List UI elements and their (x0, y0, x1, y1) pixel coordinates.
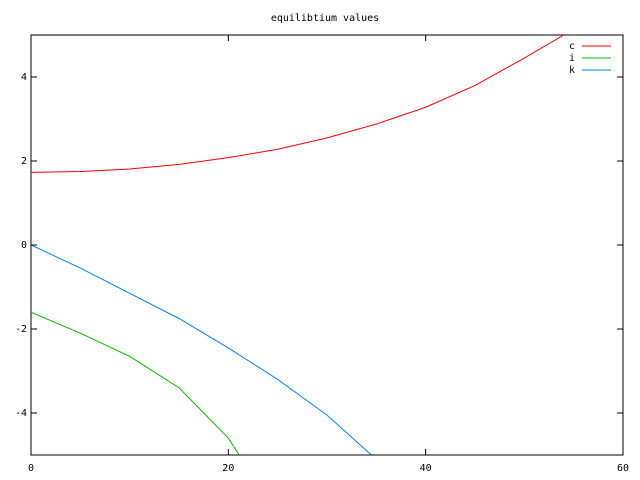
x-tick-label: 60 (617, 463, 629, 474)
chart-title: equilibtium values (271, 13, 379, 24)
plot-frame (30, 34, 624, 456)
y-tick-label: 2 (21, 156, 27, 167)
x-tick-label: 40 (420, 463, 432, 474)
legend-label: k (569, 65, 575, 76)
x-tick-label: 20 (222, 463, 234, 474)
y-tick-label: 4 (21, 72, 27, 83)
x-tick-label: 0 (28, 463, 34, 474)
legend-label: i (569, 53, 575, 64)
line-series (31, 311, 240, 455)
legend-label: c (569, 41, 575, 52)
line-series (31, 244, 372, 455)
y-tick-label: -2 (15, 324, 27, 335)
plot-area (31, 35, 565, 455)
y-tick-label: 0 (21, 240, 27, 251)
y-tick-label: -4 (15, 408, 27, 419)
line-series (31, 35, 565, 173)
